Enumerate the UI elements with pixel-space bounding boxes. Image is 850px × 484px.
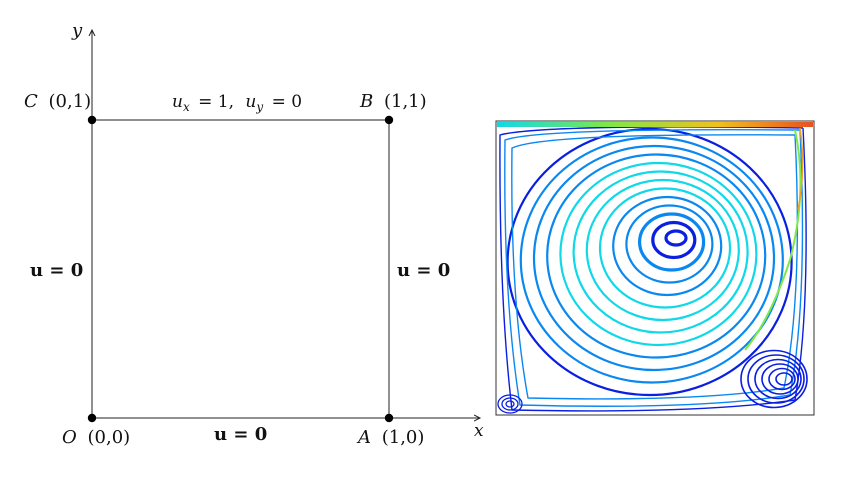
secondary-eddy-right: [775, 372, 793, 386]
corner-label-o: O (0,0): [62, 427, 130, 448]
bc-top: ux = 1, uy = 0: [172, 92, 302, 116]
primary-vortex-streamline: [585, 178, 740, 322]
corner-b-id: B: [359, 91, 373, 112]
outer-streamline: [511, 134, 799, 400]
corner-c-coords: (0,1): [49, 91, 92, 112]
corner-o-id: O: [62, 427, 77, 448]
primary-vortex-streamline: [559, 161, 758, 347]
high-velocity-streamline: [797, 127, 804, 211]
primary-vortex-streamline: [664, 229, 688, 247]
bc-top-ux-symbol: u: [172, 92, 183, 112]
primary-vortex-streamline: [651, 220, 697, 260]
bc-top-ux-subscript: x: [183, 100, 190, 114]
primary-vortex-streamline: [506, 127, 793, 397]
primary-vortex-streamline: [519, 136, 784, 384]
primary-vortex-streamline: [532, 144, 776, 372]
outer-streamline: [504, 129, 804, 407]
primary-vortex-streamline: [637, 212, 706, 272]
corner-label-b: B (1,1): [359, 91, 427, 112]
y-axis-label: y: [71, 20, 83, 41]
corner-o-coords: (0,0): [88, 427, 131, 448]
secondary-eddy-right: [761, 363, 799, 395]
cavity-square: [91, 119, 390, 419]
primary-vortex-streamline: [625, 204, 714, 284]
high-velocity-streamline: [744, 129, 802, 351]
secondary-eddy-left: [497, 394, 523, 414]
corner-point-c: [87, 115, 97, 125]
primary-vortex-streamline: [546, 153, 767, 359]
secondary-eddy-right: [740, 349, 808, 409]
bc-top-uy-value: = 0: [272, 92, 302, 112]
secondary-eddy-right: [768, 367, 796, 391]
lid-velocity-band: [497, 122, 813, 127]
streamlines-group: [497, 126, 808, 414]
corner-point-a: [384, 413, 394, 423]
primary-vortex-streamline: [598, 187, 732, 309]
bc-top-ux-value: = 1,: [198, 92, 234, 112]
corner-c-id: C: [24, 91, 38, 112]
bc-bottom: u = 0: [214, 424, 267, 445]
secondary-eddy-left: [501, 397, 519, 411]
corner-label-a: A (1,0): [356, 427, 424, 448]
corner-point-b: [384, 115, 394, 125]
x-axis-label: x: [474, 421, 484, 441]
corner-a-id: A: [356, 427, 371, 448]
secondary-eddy-right: [754, 358, 802, 400]
corner-label-c: C (0,1): [24, 91, 91, 112]
secondary-eddy-right: [747, 354, 805, 404]
corner-b-coords: (1,1): [384, 91, 427, 112]
bc-top-uy-symbol: u: [245, 92, 256, 112]
cavity-diagram: y x C (0,1) B (1,1) O (0,0) A (1,0) ux =…: [24, 20, 484, 448]
bc-top-uy-subscript: y: [255, 100, 263, 114]
primary-vortex-streamline: [612, 195, 723, 297]
primary-vortex-streamline: [572, 170, 749, 334]
bc-right: u = 0: [397, 260, 450, 281]
corner-a-coords: (1,0): [382, 427, 425, 448]
corner-point-o: [87, 413, 97, 423]
streamline-plot: [495, 120, 815, 416]
secondary-eddy-left: [505, 400, 515, 408]
bc-left: u = 0: [30, 260, 83, 281]
